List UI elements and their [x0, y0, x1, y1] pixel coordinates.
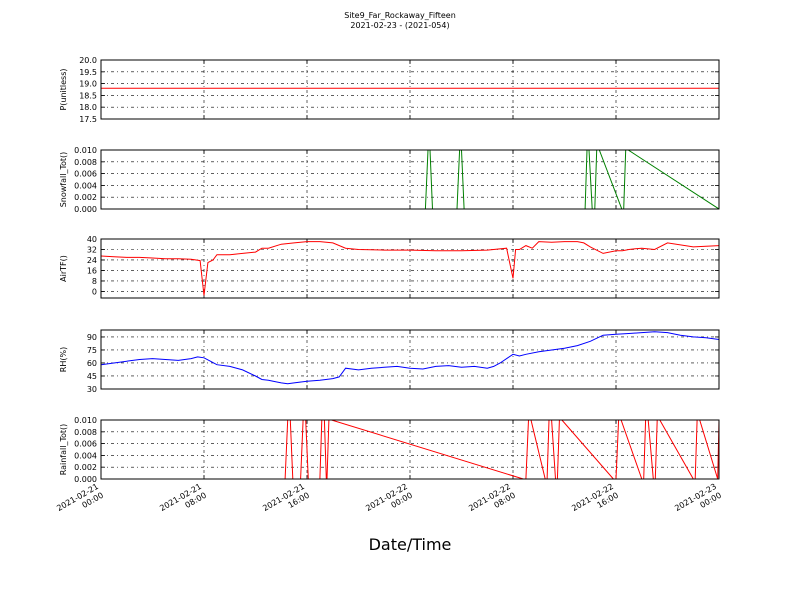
x-tick-label: 2021-02-2300:00 [673, 482, 723, 522]
y-axis-label: Rainfall_Tot() [59, 424, 68, 476]
x-tick-label: 2021-02-2108:00 [158, 482, 208, 522]
y-tick-label: 45 [87, 372, 97, 381]
y-tick-label: 0.010 [74, 416, 97, 425]
y-tick-label: 60 [87, 359, 97, 368]
chart-title-line2: 2021-02-23 - (2021-054) [350, 21, 449, 30]
y-tick-label: 19.5 [79, 68, 97, 77]
panel-frame [100, 419, 720, 480]
y-tick-label: 0.002 [74, 463, 97, 472]
y-tick-label: 0.006 [74, 440, 97, 449]
y-tick-label: 19.0 [79, 80, 97, 89]
y-tick-label: 20.0 [79, 56, 97, 65]
y-tick-label: 18.0 [79, 103, 97, 112]
y-axis-label: Snowfall_Tot() [59, 152, 68, 208]
panel-0: 17.5 18.0 18.5 19.0 19.5 20.0 P(unitless) [59, 56, 720, 124]
series-line [101, 420, 719, 479]
series-line [101, 331, 719, 385]
y-tick-label: 0.008 [74, 428, 97, 437]
series-line [101, 241, 719, 296]
x-tick-label: 2021-02-2100:00 [55, 482, 105, 522]
y-tick-label: 90 [87, 333, 97, 342]
panel-4: 0.000 0.002 0.004 0.006 0.008 0.010 Rainfall_T… [59, 416, 720, 484]
y-tick-label: 16 [87, 266, 97, 275]
y-tick-label: 40 [87, 235, 97, 244]
x-tick-labels: 2021-02-2100:00 2021-02-2108:00 2021-02-21… [55, 482, 723, 522]
panel-frame [100, 149, 720, 210]
chart-title-line1: Site9_Far_Rockaway_Fifteen [344, 11, 456, 20]
y-tick-label: 0.002 [74, 193, 97, 202]
y-tick-label: 75 [87, 346, 97, 355]
x-tick-label: 2021-02-2200:00 [364, 482, 414, 522]
y-tick-label: 0.000 [74, 205, 97, 214]
y-tick-label: 0.008 [74, 158, 97, 167]
x-tick-label: 2021-02-2116:00 [261, 482, 311, 522]
y-axis-label: P(unitless) [59, 68, 68, 110]
panel-frame [100, 329, 720, 390]
panel-frame [100, 238, 720, 299]
y-tick-label: 0.010 [74, 146, 97, 155]
y-tick-label: 0.004 [74, 451, 97, 460]
y-tick-label: 32 [87, 245, 97, 254]
panels: 17.5 18.0 18.5 19.0 19.5 20.0 P(unitless) 0.000… [59, 56, 720, 484]
y-axis-label: RH(%) [59, 347, 68, 372]
y-tick-label: 8 [92, 277, 97, 286]
panel-1: 0.000 0.002 0.004 0.006 0.008 0.010 Snowfall_T… [59, 146, 720, 214]
x-tick-label: 2021-02-2208:00 [467, 482, 517, 522]
y-tick-label: 18.5 [79, 91, 97, 100]
x-axis-label: Date/Time [369, 535, 452, 554]
y-tick-label: 17.5 [79, 115, 97, 124]
y-tick-label: 30 [87, 385, 97, 394]
y-tick-label: 0.006 [74, 170, 97, 179]
y-tick-label: 0.004 [74, 181, 97, 190]
y-tick-label: 0.000 [74, 475, 97, 484]
panel-3: 30 45 60 75 90 RH(%) [59, 329, 720, 394]
y-tick-label: 0 [92, 287, 97, 296]
y-tick-label: 24 [87, 256, 97, 265]
panel-frame [100, 59, 720, 120]
series-line [101, 150, 719, 209]
x-tick-label: 2021-02-2216:00 [570, 482, 620, 522]
y-axis-label: AirTF() [59, 255, 68, 282]
